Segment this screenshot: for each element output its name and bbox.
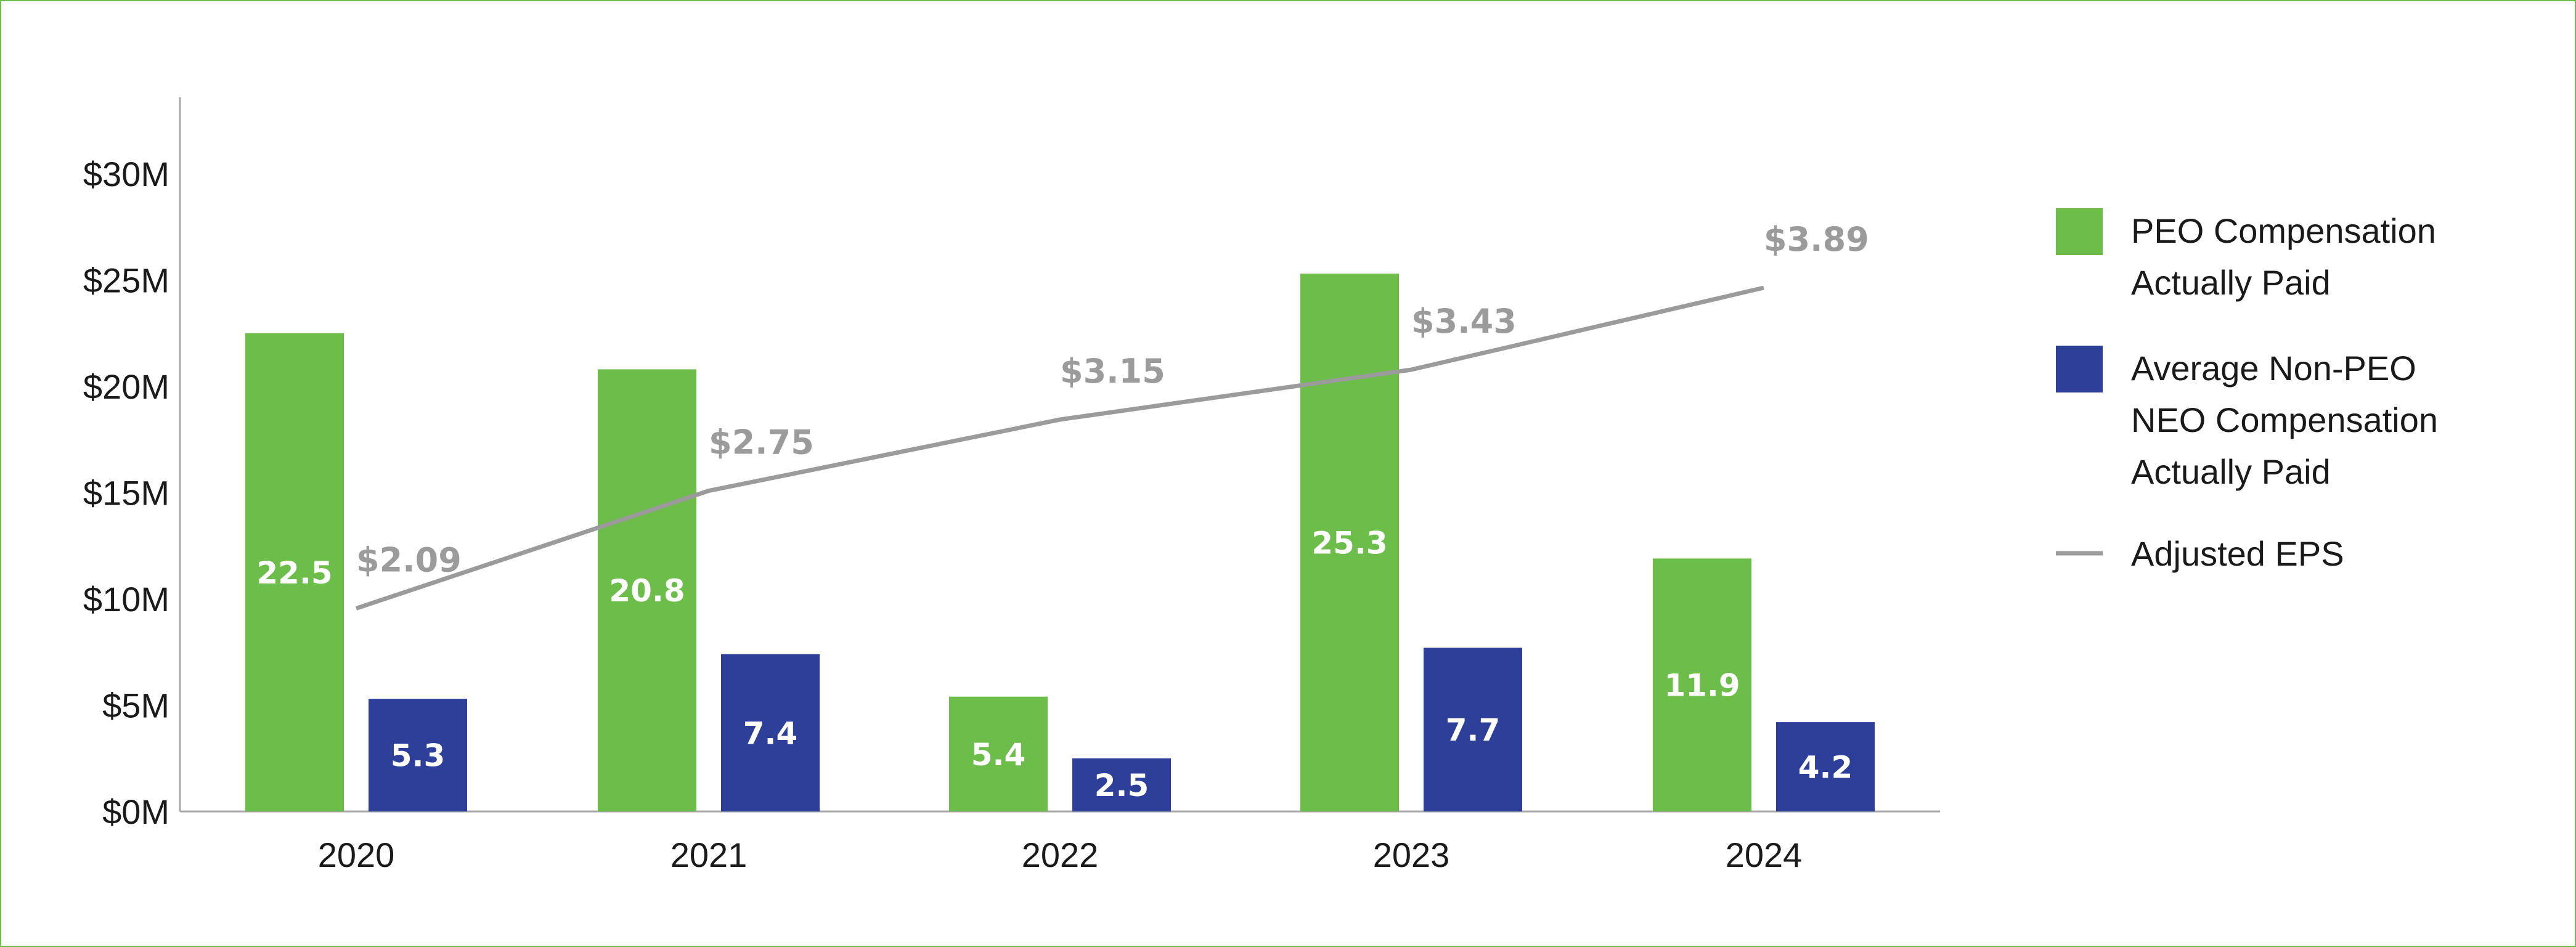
eps-line (355, 285, 1764, 611)
bar (1072, 758, 1171, 811)
legend-label: Actually Paid (2131, 263, 2331, 302)
x-tick-label: 2022 (1022, 835, 1099, 874)
bar (1300, 274, 1399, 811)
legend-swatch (2056, 208, 2103, 255)
eps-data-label: $3.15 (1060, 352, 1165, 391)
bar-data-label: 5.4 (971, 737, 1026, 773)
bar-data-label: 4.2 (1798, 750, 1853, 786)
bar (1424, 648, 1522, 811)
legend-label: Actually Paid (2131, 452, 2331, 491)
bar (1653, 558, 1751, 811)
bar-data-label: 5.3 (391, 738, 446, 774)
bar-data-label: 22.5 (256, 555, 332, 591)
y-tick-label: $30M (83, 155, 169, 193)
y-tick-label: $15M (83, 474, 169, 513)
x-tick-label: 2023 (1373, 835, 1450, 874)
x-tick-label: 2020 (318, 835, 395, 874)
legend-label: Adjusted EPS (2131, 534, 2344, 573)
bar (369, 699, 467, 811)
legend-swatch (2056, 346, 2103, 392)
bar-data-label: 7.7 (1446, 712, 1501, 748)
bar (721, 654, 820, 811)
bar-data-label: 2.5 (1094, 768, 1149, 803)
bar-data-label: 7.4 (743, 715, 798, 751)
bar (1776, 722, 1875, 811)
x-tick-label: 2021 (670, 835, 748, 874)
eps-data-label: $2.75 (709, 423, 814, 462)
bar (598, 369, 696, 811)
bar (949, 696, 1048, 811)
eps-data-label: $2.09 (356, 540, 462, 579)
eps-data-label: $3.89 (1764, 220, 1869, 259)
legend-label: PEO Compensation (2131, 211, 2436, 250)
legend-label: Average Non-PEO (2131, 349, 2416, 388)
eps-data-label: $3.43 (1411, 302, 1517, 341)
legend-label: NEO Compensation (2131, 400, 2438, 439)
bar-data-label: 20.8 (609, 573, 685, 609)
y-tick-label: $20M (83, 367, 169, 406)
y-tick-label: $10M (83, 580, 169, 619)
bar-data-label: 11.9 (1664, 668, 1740, 704)
bar (245, 333, 344, 811)
x-tick-label: 2024 (1726, 835, 1803, 874)
y-tick-label: $5M (102, 686, 169, 725)
y-tick-label: $25M (83, 261, 169, 300)
y-tick-label: $0M (102, 792, 169, 831)
bar-data-label: 25.3 (1311, 526, 1387, 561)
